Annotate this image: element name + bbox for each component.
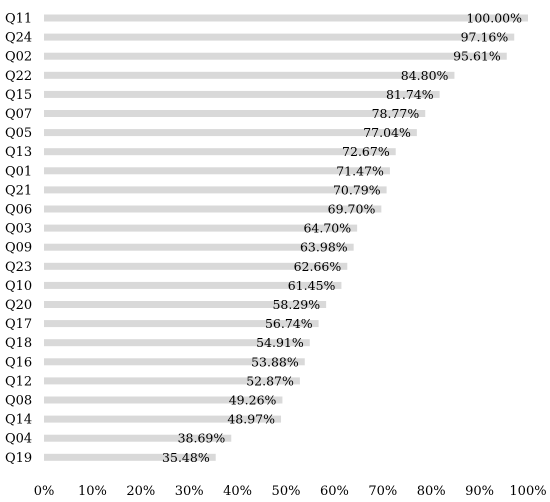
category-label-q04: Q04 xyxy=(5,432,32,447)
x-tick-label-60: 60% xyxy=(320,484,349,499)
data-label-q13: 72.67% xyxy=(342,144,390,159)
bar-q10 xyxy=(44,281,342,289)
bar-q15 xyxy=(44,90,440,98)
category-label-q13: Q13 xyxy=(5,145,32,160)
data-label-q19: 35.48% xyxy=(162,450,210,465)
bar-q23 xyxy=(44,262,348,270)
category-label-q19: Q19 xyxy=(5,451,32,466)
bar-q14 xyxy=(44,415,282,423)
bar-q12 xyxy=(44,377,300,385)
category-label-q24: Q24 xyxy=(5,31,32,46)
data-label-q17: 56.74% xyxy=(265,316,313,331)
bar-q17 xyxy=(44,320,319,328)
bar-q09 xyxy=(44,243,354,251)
data-labels-group: 100.00% 97.16% 95.61% 84.80% 81.74% 78.77% 77.… xyxy=(162,11,522,465)
category-label-q09: Q09 xyxy=(5,241,32,256)
bar-q24 xyxy=(44,33,515,41)
bar-q11 xyxy=(44,14,528,22)
category-label-q10: Q10 xyxy=(5,279,32,294)
x-tick-label-70: 70% xyxy=(368,484,397,499)
data-label-q01: 71.47% xyxy=(336,163,384,178)
category-label-q08: Q08 xyxy=(5,394,32,409)
bar-q06 xyxy=(44,205,382,213)
category-label-q07: Q07 xyxy=(5,107,32,122)
bar-q07 xyxy=(44,110,426,117)
bar-q02 xyxy=(44,52,507,60)
x-tick-labels-group: 0% 10% 20% 30% 40% 50% 60% 70% 80% 90% 100% xyxy=(34,484,547,499)
category-label-q06: Q06 xyxy=(5,203,32,218)
category-labels-group: Q11 Q24 Q02 Q22 Q15 Q07 Q05 Q13 Q01 Q21 Q06 Q03 Q09 Q… xyxy=(5,12,32,466)
data-label-q16: 53.88% xyxy=(251,354,299,369)
data-label-q11: 100.00% xyxy=(466,11,522,26)
bar-q08 xyxy=(44,396,283,404)
category-label-q05: Q05 xyxy=(5,126,32,141)
category-label-q14: Q14 xyxy=(5,413,32,428)
bar-q18 xyxy=(44,339,310,347)
bar-q01 xyxy=(44,167,390,175)
x-tick-label-20: 20% xyxy=(126,484,155,499)
data-label-q04: 38.69% xyxy=(178,431,226,446)
data-label-q03: 64.70% xyxy=(303,221,351,236)
category-label-q16: Q16 xyxy=(5,355,32,370)
data-label-q22: 84.80% xyxy=(401,68,449,83)
bar-q19 xyxy=(44,453,216,461)
data-label-q14: 48.97% xyxy=(227,412,275,427)
data-label-q23: 62.66% xyxy=(294,259,342,274)
category-label-q01: Q01 xyxy=(5,164,32,179)
x-tick-label-40: 40% xyxy=(223,484,252,499)
bar-q20 xyxy=(44,301,327,308)
category-label-q11: Q11 xyxy=(5,12,32,27)
x-tick-label-0: 0% xyxy=(34,484,55,499)
data-label-q09: 63.98% xyxy=(300,240,348,255)
category-label-q02: Q02 xyxy=(5,50,32,65)
x-tick-label-10: 10% xyxy=(78,484,107,499)
data-label-q02: 95.61% xyxy=(453,49,501,64)
x-tick-label-90: 90% xyxy=(465,484,494,499)
data-label-q10: 61.45% xyxy=(288,278,336,293)
x-tick-label-100: 100% xyxy=(509,484,546,499)
category-label-q12: Q12 xyxy=(5,374,32,389)
x-tick-label-30: 30% xyxy=(175,484,204,499)
bar-q16 xyxy=(44,358,305,366)
data-label-q15: 81.74% xyxy=(386,87,434,102)
category-label-q21: Q21 xyxy=(5,183,32,198)
data-label-q05: 77.04% xyxy=(363,125,411,140)
bar-q21 xyxy=(44,186,387,194)
category-label-q22: Q22 xyxy=(5,69,32,84)
bar-q05 xyxy=(44,129,417,137)
data-label-q18: 54.91% xyxy=(256,335,304,350)
bars-group xyxy=(44,14,528,461)
category-label-q20: Q20 xyxy=(5,298,32,313)
category-label-q17: Q17 xyxy=(5,317,32,332)
bar-q04 xyxy=(44,434,232,442)
x-tick-label-50: 50% xyxy=(272,484,301,499)
bar-q03 xyxy=(44,224,358,232)
data-label-q08: 49.26% xyxy=(229,393,277,408)
bar-q13 xyxy=(44,148,396,156)
data-label-q12: 52.87% xyxy=(246,373,294,388)
category-label-q15: Q15 xyxy=(5,88,32,103)
data-label-q21: 70.79% xyxy=(333,182,381,197)
category-label-q23: Q23 xyxy=(5,260,32,275)
data-label-q07: 78.77% xyxy=(372,106,420,121)
data-label-q24: 97.16% xyxy=(461,30,509,45)
data-label-q06: 69.70% xyxy=(328,202,376,217)
data-label-q20: 58.29% xyxy=(272,297,320,312)
category-label-q03: Q03 xyxy=(5,222,32,237)
category-label-q18: Q18 xyxy=(5,336,32,351)
bar-q22 xyxy=(44,71,455,79)
x-tick-label-80: 80% xyxy=(417,484,446,499)
